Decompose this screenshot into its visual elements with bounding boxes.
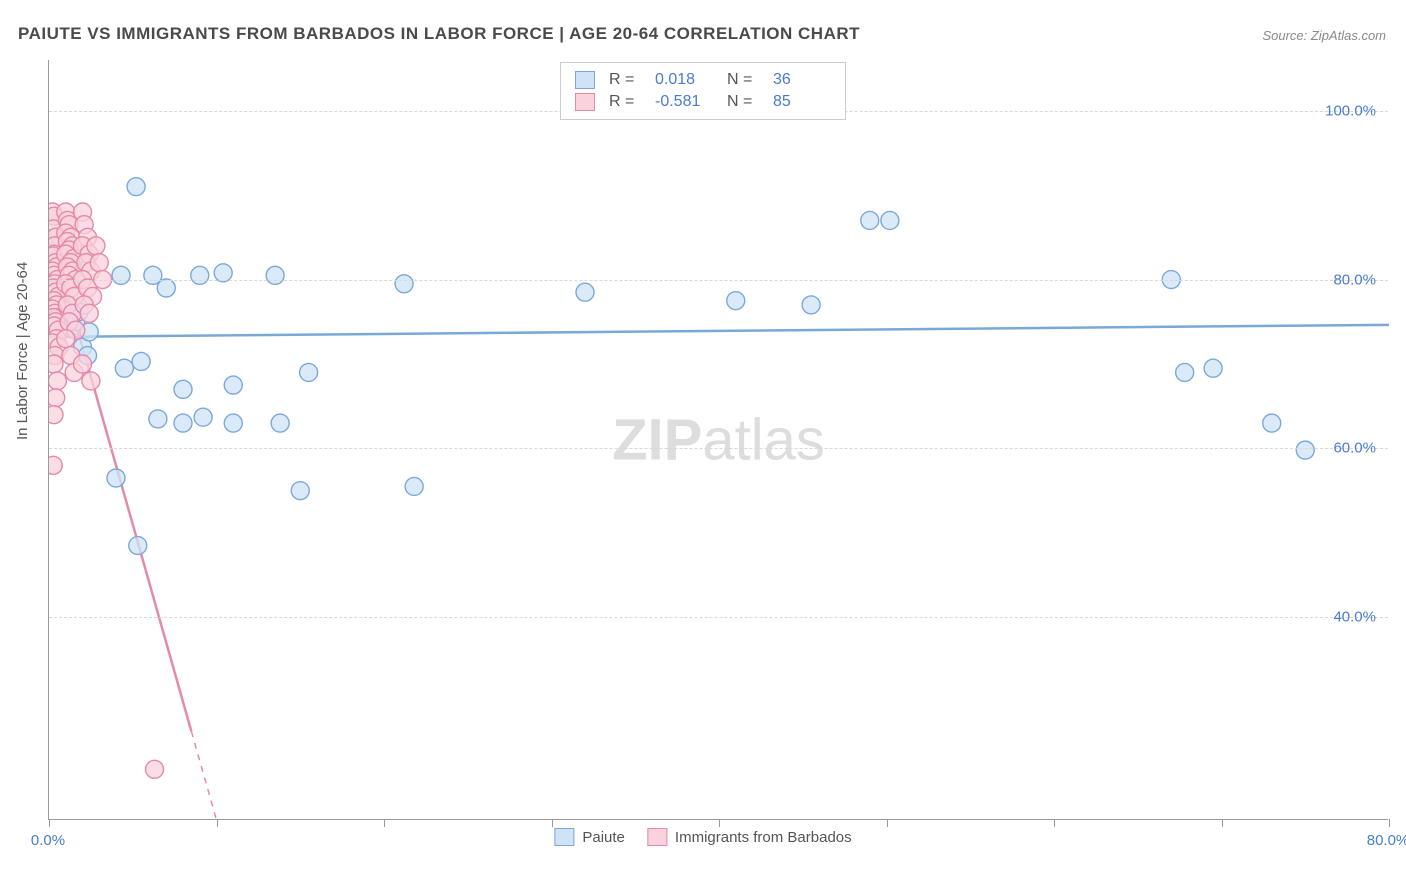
n-label: N =	[727, 71, 759, 89]
x-tick	[887, 819, 888, 827]
data-point	[157, 279, 175, 297]
r-value: 0.018	[655, 71, 713, 89]
data-point	[49, 355, 63, 373]
data-point	[74, 355, 92, 373]
legend-correlation: R = 0.018 N = 36 R = -0.581 N = 85	[560, 62, 846, 120]
data-point	[132, 352, 150, 370]
x-tick	[552, 819, 553, 827]
data-point	[49, 406, 63, 424]
x-tick	[49, 819, 50, 827]
swatch-icon	[554, 828, 574, 846]
data-point	[727, 292, 745, 310]
data-point	[861, 211, 879, 229]
x-tick	[1222, 819, 1223, 827]
legend-item-barbados: Immigrants from Barbados	[647, 828, 852, 846]
data-point	[87, 237, 105, 255]
x-tick	[1389, 819, 1390, 827]
legend-series: Paiute Immigrants from Barbados	[554, 828, 851, 846]
gridline	[49, 448, 1388, 449]
data-point	[194, 408, 212, 426]
x-tick-label: 80.0%	[1367, 832, 1406, 849]
data-point	[107, 469, 125, 487]
data-point	[1263, 414, 1281, 432]
trend-line-extrapolated	[191, 731, 216, 820]
gridline	[49, 280, 1388, 281]
data-point	[224, 376, 242, 394]
data-point	[49, 372, 66, 390]
y-tick-label: 60.0%	[1333, 440, 1376, 457]
data-point	[129, 537, 147, 555]
data-point	[174, 414, 192, 432]
data-point	[80, 304, 98, 322]
y-axis-title: In Labor Force | Age 20-64	[14, 262, 31, 440]
data-point	[802, 296, 820, 314]
data-point	[405, 477, 423, 495]
data-point	[174, 380, 192, 398]
swatch-icon	[647, 828, 667, 846]
data-point	[127, 178, 145, 196]
data-point	[224, 414, 242, 432]
data-point	[271, 414, 289, 432]
legend-row-series-1: R = 0.018 N = 36	[575, 69, 831, 91]
n-value: 85	[773, 93, 831, 111]
data-point	[395, 275, 413, 293]
x-tick	[217, 819, 218, 827]
n-value: 36	[773, 71, 831, 89]
data-point	[115, 359, 133, 377]
data-point	[191, 266, 209, 284]
x-tick	[719, 819, 720, 827]
r-label: R =	[609, 71, 641, 89]
data-point	[1176, 363, 1194, 381]
data-point	[112, 266, 130, 284]
x-tick	[384, 819, 385, 827]
data-point	[576, 283, 594, 301]
legend-label: Paiute	[582, 829, 625, 846]
chart-title: PAIUTE VS IMMIGRANTS FROM BARBADOS IN LA…	[18, 24, 860, 44]
legend-item-paiute: Paiute	[554, 828, 625, 846]
data-point	[1204, 359, 1222, 377]
r-label: R =	[609, 93, 641, 111]
data-point	[300, 363, 318, 381]
data-point	[90, 254, 108, 272]
plot-area: ZIPatlas 40.0%60.0%80.0%100.0%	[48, 60, 1388, 820]
source-label: Source: ZipAtlas.com	[1262, 28, 1386, 43]
data-point	[881, 211, 899, 229]
data-point	[57, 330, 75, 348]
data-point	[49, 389, 65, 407]
chart-svg	[49, 60, 1389, 820]
data-point	[291, 482, 309, 500]
data-point	[149, 410, 167, 428]
y-tick-label: 100.0%	[1325, 102, 1376, 119]
x-tick	[1054, 819, 1055, 827]
legend-label: Immigrants from Barbados	[675, 829, 852, 846]
swatch-icon	[575, 71, 595, 89]
n-label: N =	[727, 93, 759, 111]
x-tick-label: 0.0%	[31, 832, 65, 849]
swatch-icon	[575, 93, 595, 111]
y-tick-label: 80.0%	[1333, 271, 1376, 288]
data-point	[1296, 441, 1314, 459]
data-point	[49, 456, 62, 474]
data-point	[82, 372, 100, 390]
data-point	[146, 760, 164, 778]
y-tick-label: 40.0%	[1333, 609, 1376, 626]
gridline	[49, 617, 1388, 618]
trend-line	[49, 325, 1389, 337]
data-point	[266, 266, 284, 284]
legend-row-series-2: R = -0.581 N = 85	[575, 91, 831, 113]
r-value: -0.581	[655, 93, 713, 111]
